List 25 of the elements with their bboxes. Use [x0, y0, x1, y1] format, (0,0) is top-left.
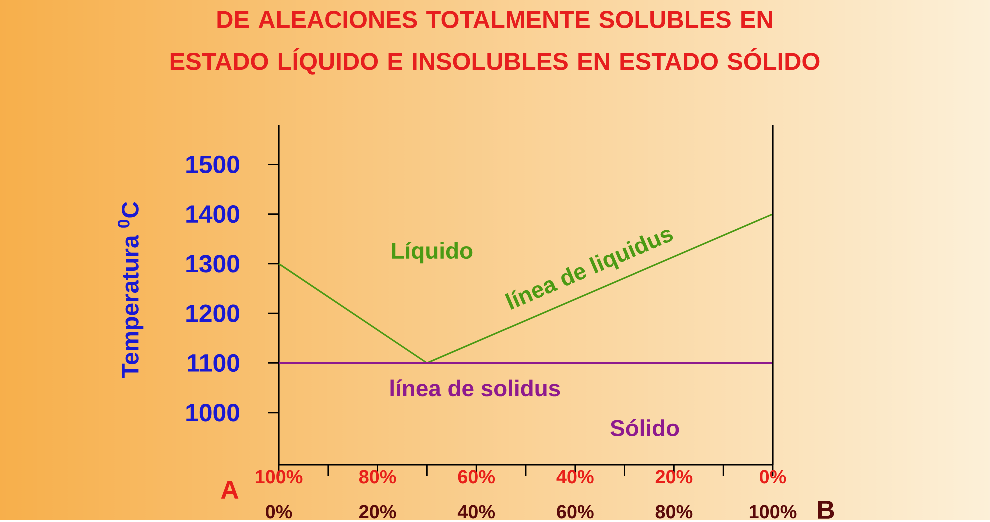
x2-tick-label: 60% [458, 470, 496, 484]
y-tick-label: 1100 [188, 354, 240, 372]
y-tick-label: 1200 [186, 304, 240, 322]
x-tick-label: 60% [557, 505, 594, 519]
x-tick-label: 100% [750, 505, 797, 519]
x-axis-title: B [818, 500, 834, 519]
y-tick-label: 1500 [186, 156, 240, 174]
y-tick-label: 1300 [186, 255, 240, 273]
y-tick-label: 1400 [186, 205, 240, 224]
x2-tick-label: 100% [256, 470, 303, 484]
x-tick-label: 40% [458, 505, 496, 519]
x2-tick-label: 40% [556, 470, 594, 484]
y-axis-title: Temperatura $^{0}$C [118, 202, 144, 378]
x2-tick-label: 80% [359, 470, 396, 484]
x2-tick-label: 20% [656, 470, 693, 484]
chart-title: DE ALEACIONES TOTALMENTE SOLUBLES EN ESTADO LÍQUIDO E INSOLUBLES EN ESTADO SÓLIDO [170, 11, 820, 75]
x-tick-label: 20% [360, 505, 396, 519]
y-tick-label: 1000 [186, 404, 240, 422]
annotation: Líquido [392, 242, 473, 264]
annotation: Sólido [610, 419, 680, 436]
x-tick-label: 0% [266, 505, 292, 519]
x-tick-label: 80% [656, 505, 693, 519]
annotation: línea de solidus [390, 380, 560, 397]
x2-axis-title: A [221, 480, 239, 499]
x2-tick-label: 0% [760, 470, 786, 484]
